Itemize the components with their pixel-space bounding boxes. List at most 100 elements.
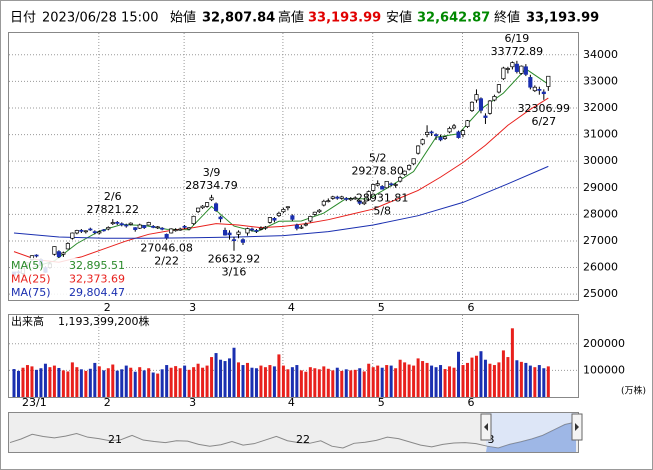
navigator-label: 21 [108,433,122,446]
candle-body [416,145,421,154]
volume-bar [205,365,209,397]
candle-body [393,184,398,186]
candle-body [178,228,183,231]
volume-bar [376,365,380,397]
volume-bar [277,354,281,397]
candle-body [371,184,376,191]
x-tick-label: 23/1 [22,396,47,409]
x-tick-label: 5 [378,396,385,409]
volume-bar [335,367,339,397]
volume-bar [178,368,182,397]
candle-body [487,100,492,114]
high: 33,193.99 [308,11,381,26]
candle-body [456,131,461,138]
volume-bar [313,368,317,397]
candle-body [173,229,178,232]
volume-bar [88,368,92,397]
y-tick-label: 100000 [583,363,625,376]
candle-body [187,227,192,230]
volume-bar [79,369,83,397]
volume-bar [48,367,52,397]
candle-body [312,211,317,215]
candle-body [546,75,551,87]
candle-body [267,217,272,223]
low: 32,642.87 [417,11,490,26]
volume-bar [228,358,232,397]
candle-body [353,197,358,200]
volume-bar [443,369,447,397]
candle-body [496,84,501,93]
candle-body [402,170,407,175]
candle-body [519,65,524,74]
candle-body [83,230,88,233]
volume-bar [362,371,366,397]
candle-body [357,200,362,204]
volume-total: 1,193,399,200株 [58,314,149,328]
candle-body [137,224,142,229]
volume-bar [403,362,407,397]
x-tick-label: 3 [189,396,196,409]
volume-bar [492,365,496,397]
candle-body [227,232,232,236]
y-tick-label: 29000 [583,181,618,194]
y-tick-label: 30000 [583,154,618,167]
volume-bar [299,370,303,397]
annotation-date: 3/16 [222,266,247,279]
volume-bar [439,365,443,397]
candle-body [537,89,542,91]
volume-bar [398,359,402,397]
volume-bar [160,369,164,397]
candle-body [61,252,66,255]
candle-body [478,98,484,111]
candle-body [65,243,70,250]
volume-bar [156,373,160,397]
candle-body [151,225,156,228]
candle-body [460,130,466,135]
low-label: 安値 [386,10,412,26]
volume-bar [295,365,299,397]
candle-body [200,205,205,209]
y-tick-label: 28000 [583,207,618,220]
candle-body [285,206,290,209]
volume-bar [457,351,461,397]
candle-body [258,227,264,230]
volume-bar [389,365,393,397]
volume-bar [461,365,465,397]
volume-bar [70,362,74,397]
x-tick-label: 6 [468,301,475,314]
volume-bar [533,367,537,397]
candle-body [272,218,277,221]
annotation-value: 26632.92 [208,253,261,266]
candle-body [366,191,371,201]
candle-body [375,183,380,186]
volume-bar [479,351,483,397]
candle-body [133,227,138,230]
volume-bar [483,359,487,397]
volume-bar [192,367,196,397]
annotation-date: 6/27 [531,115,556,128]
volume-bar [138,367,142,397]
volume-bar [16,370,20,397]
candle-body [541,91,546,95]
candle-body [308,216,313,222]
candle-body [218,216,223,220]
y-tick-label: 32000 [583,101,618,114]
x-tick-label: 4 [288,301,295,314]
candle-body [523,66,528,75]
volume-bar [12,369,16,397]
high-label: 高値 [278,10,304,26]
candle-body [321,200,326,206]
legend-box [10,258,126,300]
volume-bar [416,358,420,397]
volume-bar [97,366,101,397]
candle-body [222,229,228,236]
navigator-handle-arrow [484,423,488,431]
candle-body [510,62,515,68]
candle-body [214,203,219,211]
volume-bar [201,367,205,397]
volume-bar [430,365,434,397]
candle-body [101,229,106,232]
candle-body [451,125,457,129]
volume-bar [84,370,88,397]
